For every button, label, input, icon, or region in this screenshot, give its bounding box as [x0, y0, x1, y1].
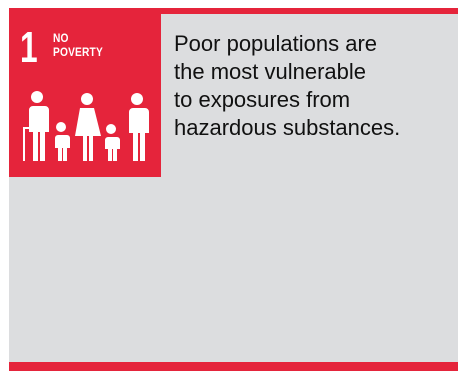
description-line-3: to exposures from	[174, 86, 454, 114]
goal-title-line-1: NO	[53, 31, 103, 45]
description-line-4: hazardous substances.	[174, 114, 454, 142]
goal-title-line-2: POVERTY	[53, 45, 103, 59]
goal-tile: 1 NO POVERTY	[9, 14, 161, 177]
goal-title: NO POVERTY	[53, 31, 103, 59]
description-line-1: Poor populations are	[174, 30, 454, 58]
description-text: Poor populations are the most vulnerable…	[174, 30, 454, 142]
description-line-2: the most vulnerable	[174, 58, 454, 86]
family-icon	[17, 89, 153, 161]
sdg-card: 1 NO POVERTY	[9, 8, 458, 371]
goal-number: 1	[20, 28, 38, 68]
